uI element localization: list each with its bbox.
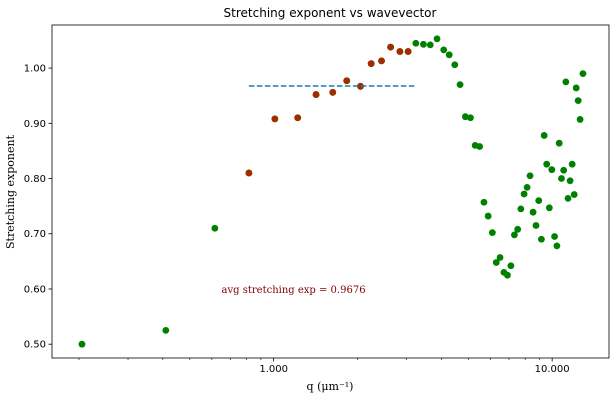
fit-range-point [294,114,302,122]
data-point [520,190,528,198]
fit-range-point [378,57,385,65]
y-tick-label: 0.60 [24,284,46,295]
data-point [445,51,453,59]
data-point [420,40,427,48]
fit-range-point [271,115,279,123]
data-point [484,212,492,220]
data-point [480,198,488,206]
data-point [570,191,578,198]
data-point [492,259,500,266]
x-tick-label: 10.000 [535,364,570,375]
fit-range-point [367,60,375,68]
data-point [579,70,587,77]
data-point [461,113,469,121]
data-point [504,271,511,279]
y-tick-label: 0.70 [24,229,46,240]
data-point [426,41,434,49]
y-tick-label: 1.00 [24,64,46,75]
data-point [538,235,545,243]
data-point [467,114,474,122]
data-point [566,177,574,185]
y-axis-label: Stretching exponent [4,134,17,249]
plot-frame [51,24,610,359]
data-point [555,139,563,147]
data-point [568,160,576,168]
fit-range-point [312,91,320,98]
data-point [162,326,170,334]
data-point [574,97,582,105]
fit-range-point [329,88,337,96]
data-point [456,81,464,89]
data-point [576,116,584,123]
data-point [526,172,534,180]
data-point [412,39,420,47]
data-point [211,224,219,232]
data-point [535,197,543,205]
data-point [529,208,537,216]
data-point [545,204,553,212]
fit-range-point [396,48,404,55]
data-point [558,175,565,182]
y-tick-label: 0.80 [24,174,46,185]
data-point [433,35,441,43]
data-point [507,262,515,270]
data-point [511,231,518,239]
data-point [78,340,86,348]
data-point [548,166,556,174]
chart-title: Stretching exponent vs wavevector [224,6,437,20]
data-point [514,225,522,233]
avg-annotation: avg stretching exp = 0.9676 [222,285,366,296]
fit-range-point [245,169,253,177]
fit-range-point [357,82,364,90]
data-point [488,229,496,237]
data-point [543,160,551,168]
fit-range-point [404,48,412,55]
data-point [564,195,572,202]
y-tick-label: 0.90 [24,119,46,130]
data-point [523,183,531,191]
data-point [532,222,540,229]
data-point [440,46,448,54]
plot-area: 0.50 0.60 0.70 0.80 0.90 1.00 1.000 10.000 [24,24,610,375]
data-point [476,143,484,150]
x-axis-label: q (μm⁻¹) [307,380,354,393]
data-point [572,84,580,92]
data-point [540,132,548,139]
fit-range-point [387,43,395,51]
data-point [551,233,558,240]
fit-range-point [343,77,351,85]
data-point [496,254,504,261]
data-point [560,166,568,174]
data-point [553,242,561,250]
y-tick-label: 0.50 [24,340,46,351]
data-point [517,205,525,213]
x-tick-label: 1.000 [259,364,288,375]
data-point [562,78,570,86]
data-point [451,61,459,69]
